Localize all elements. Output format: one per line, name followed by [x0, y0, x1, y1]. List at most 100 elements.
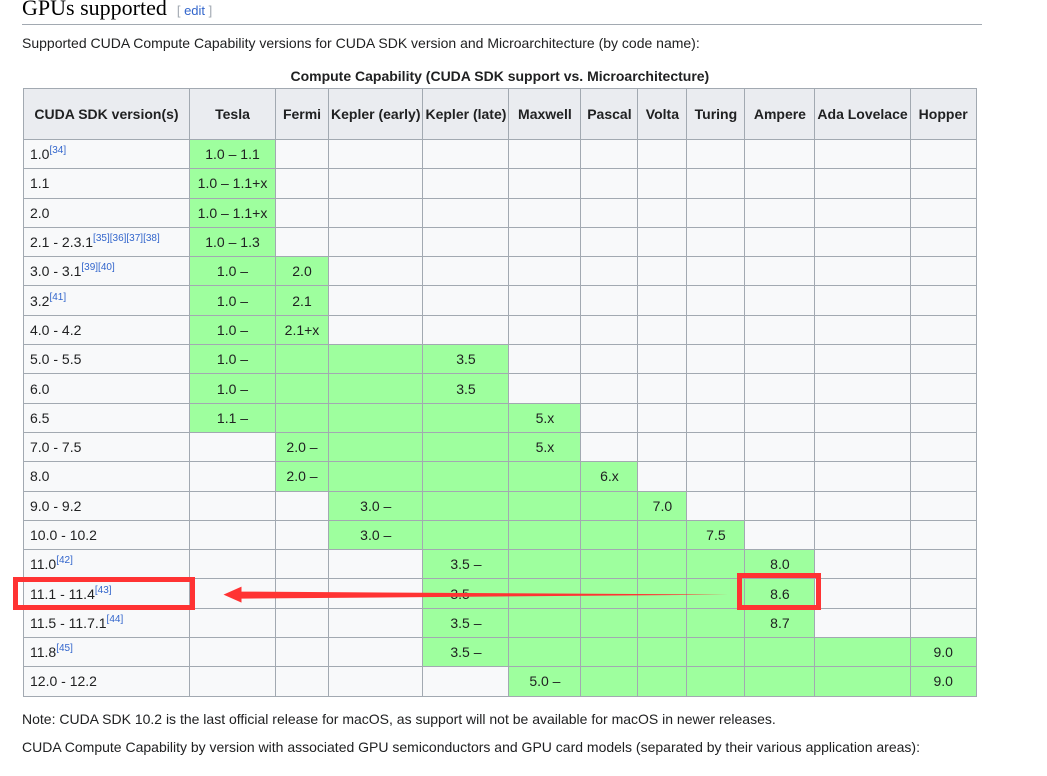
reference-link[interactable]: [41] [49, 291, 67, 303]
column-header: Ada Lovelace [814, 88, 911, 140]
capability-cell: 1.0 – [189, 256, 276, 287]
sdk-version: 6.5 [30, 409, 50, 426]
reference-link[interactable]: [35][36][37][38] [93, 233, 160, 245]
capability-cell [637, 226, 688, 258]
capability-cell [189, 607, 276, 639]
capability-cell: 3.5 – [422, 637, 510, 668]
sdk-version-cell: 8.0 [23, 461, 190, 492]
capability-cell: 3.0 – [327, 519, 424, 551]
capability-cell [422, 168, 510, 199]
capability-cell [686, 431, 746, 463]
capability-cell [422, 431, 510, 463]
capability-cell [909, 138, 977, 170]
capability-cell: 1.0 – 1.3 [189, 226, 276, 258]
capability-cell: 1.0 – 1.1 [189, 138, 276, 170]
capability-cell [637, 138, 688, 170]
table-row: 11.5 - 11.7.1[44] 3.5 – 8.7 [23, 607, 977, 639]
table-row: 7.0 - 7.5 2.0 – 5.x [23, 431, 977, 463]
capability-cell [580, 138, 639, 170]
reference-link[interactable]: [42] [56, 555, 73, 567]
capability-cell [814, 461, 911, 492]
capability-cell [580, 578, 639, 609]
capability-cell [744, 197, 816, 228]
capability-cell [508, 461, 582, 492]
capability-cell [327, 578, 424, 609]
capability-cell [686, 256, 746, 287]
sdk-version: 11.8 [30, 644, 57, 661]
capability-cell [580, 197, 639, 228]
capability-cell [580, 373, 639, 404]
capability-cell [814, 256, 911, 287]
capability-cell: 3.5 [422, 373, 510, 404]
capability-cell [327, 314, 424, 346]
capability-cell [189, 578, 276, 609]
capability-cell [814, 138, 911, 170]
capability-cell [189, 461, 276, 492]
sdk-version-cell: 11.1 - 11.4[43] [23, 578, 190, 609]
reference-link[interactable]: [34] [49, 145, 67, 157]
capability-cell [909, 256, 977, 287]
capability-cell: 7.5 [686, 519, 746, 551]
capability-cell [686, 549, 746, 580]
capability-cell: 5.x [508, 402, 582, 433]
capability-cell [275, 549, 329, 580]
capability-cell: 1.0 – [189, 344, 276, 375]
capability-cell: 2.0 – [275, 431, 329, 463]
sdk-version: 3.0 - 3.1 [30, 263, 82, 280]
capability-cell [580, 607, 639, 639]
capability-cell [637, 549, 688, 580]
sdk-version: 8.0 [30, 468, 50, 485]
section-heading: GPUs supported [ edit ] [22, 0, 982, 25]
capability-cell [686, 314, 746, 346]
reference-link[interactable]: [44] [106, 613, 124, 625]
sdk-version-cell: 12.0 - 12.2 [23, 666, 190, 697]
capability-cell [508, 285, 582, 316]
capability-cell [814, 578, 911, 609]
capability-cell [814, 637, 911, 668]
capability-cell [508, 344, 582, 375]
capability-cell [275, 344, 329, 375]
capability-cell [580, 168, 639, 199]
capability-cell [422, 402, 510, 433]
capability-cell [580, 402, 639, 433]
capability-cell [814, 549, 911, 580]
table-row: 6.5 1.1 – 5.x [23, 402, 977, 433]
table-row: 5.0 - 5.5 1.0 – 3.5 [23, 344, 977, 375]
capability-cell [422, 197, 510, 228]
capability-cell [422, 285, 510, 316]
capability-cell [508, 490, 582, 521]
compute-capability-table: Compute Capability (CUDA SDK support vs.… [23, 67, 977, 697]
capability-cell [327, 285, 424, 316]
capability-cell [637, 666, 688, 697]
capability-cell [686, 402, 746, 433]
capability-cell [275, 138, 329, 170]
capability-cell: 2.0 [275, 256, 329, 287]
column-header: Pascal [580, 88, 639, 140]
edit-link[interactable]: edit [184, 3, 206, 18]
capability-cell [686, 373, 746, 404]
capability-cell [508, 197, 582, 228]
reference-link[interactable]: [45] [56, 643, 73, 655]
capability-cell [909, 431, 977, 463]
capability-cell [189, 431, 276, 463]
capability-cell: 6.x [580, 461, 639, 492]
capability-cell [686, 226, 746, 258]
reference-link[interactable]: [39][40] [81, 262, 115, 274]
reference-link[interactable]: [43] [94, 584, 112, 596]
capability-cell: 5.0 – [508, 666, 582, 697]
capability-cell [686, 168, 746, 199]
capability-cell: 8.6 [744, 578, 816, 609]
capability-cell [422, 461, 510, 492]
sdk-version-cell: 2.0 [23, 197, 190, 228]
column-header: CUDA SDK version(s) [23, 88, 190, 140]
column-header: Hopper [909, 88, 977, 140]
capability-cell: 2.1+x [275, 314, 329, 346]
capability-cell [580, 490, 639, 521]
capability-cell: 3.5 – [422, 549, 510, 580]
sdk-version-cell: 3.2[41] [23, 285, 190, 316]
sdk-version-cell: 5.0 - 5.5 [23, 344, 190, 375]
table-row: 2.1 - 2.3.1[35][36][37][38] 1.0 – 1.3 [23, 226, 977, 258]
capability-cell [580, 226, 639, 258]
capability-cell [275, 402, 329, 433]
capability-cell: 3.0 – [327, 490, 424, 521]
